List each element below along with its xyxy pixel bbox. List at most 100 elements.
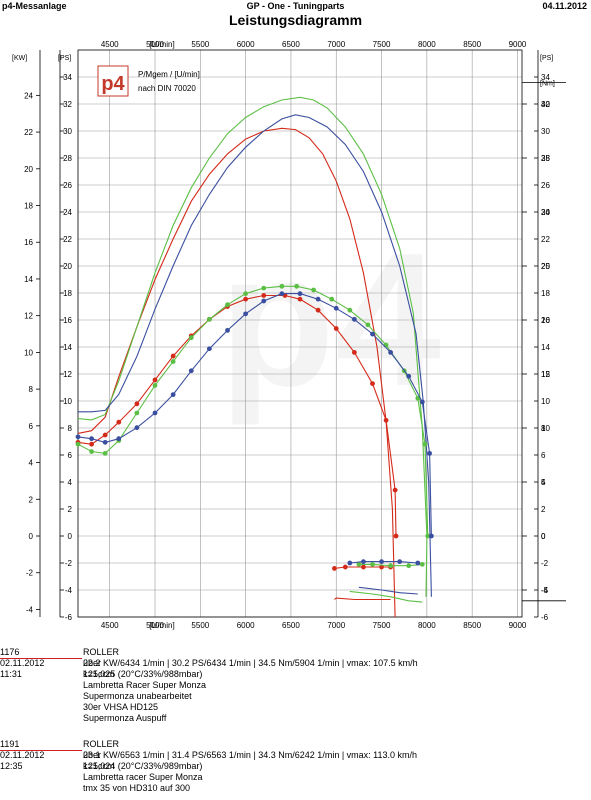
series-point-blue (406, 373, 412, 379)
series-point-green (152, 383, 158, 388)
run-divider (0, 750, 82, 751)
x-tick-label-bottom: 9000 (509, 621, 527, 630)
page-title: Leistungsdiagramm (228, 12, 363, 28)
ps-tick-label-right: 8 (541, 424, 546, 433)
ps-tick-label-left: 16 (63, 316, 72, 325)
series-point-blue (102, 439, 108, 445)
x-tick-label-top: 5000 (146, 40, 164, 49)
x-tick-label-top: 9000 (509, 40, 527, 49)
series-point-red (170, 353, 176, 359)
series-point-blue (370, 331, 375, 337)
ps-tick-label-left: -6 (65, 613, 73, 622)
kw-tick-label: 2 (29, 495, 34, 504)
series-point-green (294, 283, 300, 289)
ps-tick-label-right: 22 (541, 235, 550, 244)
series-point-red (102, 432, 108, 438)
kw-tick-label: 20 (24, 165, 33, 174)
kw-tick-label: 24 (24, 91, 33, 100)
series-point-blue (75, 434, 81, 440)
kw-tick-label: 10 (24, 348, 33, 357)
kw-tick-label: 16 (24, 238, 33, 247)
series-point-red (261, 293, 267, 298)
series-point-blue (428, 533, 434, 539)
kw-tick-label: 6 (29, 422, 34, 431)
series-point-blue (419, 399, 425, 405)
series-point-green (188, 335, 194, 341)
series-point-blue (206, 346, 212, 352)
ps-tick-label-left: 28 (63, 154, 72, 163)
x-tick-label-bottom: 6500 (282, 621, 300, 630)
run-line: Lambretta Racer Super Monza (83, 680, 207, 690)
run-line: 30er VHSA HD125 (83, 702, 159, 712)
x-tick-label-bottom: 5500 (191, 621, 209, 630)
run-label: ROLLER über 125ccm (83, 739, 120, 771)
series-point-blue (225, 327, 230, 333)
series-point-blue (361, 559, 366, 565)
x-tick-label-top: 8000 (418, 40, 436, 49)
series-point-green (425, 533, 431, 539)
nm-tick-label: 20 (541, 316, 550, 325)
series-point-blue (333, 305, 339, 311)
series-point-red (361, 564, 366, 570)
series-point-green (279, 283, 285, 289)
x-tick-label-top: 6000 (237, 40, 255, 49)
series-point-red (243, 296, 249, 302)
series-point-red (89, 441, 94, 447)
series-point-red (333, 326, 339, 331)
run-line: Supermonza unabearbeitet (83, 691, 192, 701)
ps-tick-label-left: 4 (68, 478, 73, 487)
series-point-blue (397, 559, 403, 565)
nm-axis-label: [Nm] (540, 80, 555, 87)
run-datetime: 02.11.2012 12:35 (0, 750, 45, 771)
x-tick-label-bottom: 6000 (237, 621, 255, 630)
x-tick-label-bottom: 7000 (327, 621, 345, 630)
series-point-blue (243, 311, 249, 317)
series-point-blue (388, 350, 394, 355)
series-point-blue (297, 291, 303, 297)
series-point-blue (170, 392, 176, 398)
kw-tick-label: 14 (24, 275, 33, 284)
ps-tick-label-right: 12 (541, 370, 550, 379)
series-point-green (406, 563, 412, 569)
ps-tick-label-left: 8 (68, 424, 73, 433)
run-line: k=1,024 (20°C/33%/989mbar) (83, 761, 203, 771)
ps-tick-label-left: 14 (63, 343, 72, 352)
x-axis-label-bottom: [U/min] (149, 621, 174, 630)
kw-axis-label: [KW] (12, 55, 27, 62)
series-line-red-torque_nm (334, 597, 391, 601)
series-point-green (75, 441, 81, 447)
series-line-blue-power_ps (78, 114, 432, 597)
series-point-blue (188, 368, 194, 374)
series-point-green (225, 302, 230, 308)
x-tick-label-bottom: 7500 (373, 621, 391, 630)
series-line-green-power_ps (77, 96, 428, 597)
series-point-red (315, 307, 321, 313)
series-point-green (347, 307, 353, 313)
ps-tick-label-left: 2 (68, 505, 73, 514)
nm-tick-label: 25 (541, 262, 550, 271)
ps-tick-label-left: 18 (63, 289, 72, 298)
ps-tick-label-left: 12 (63, 370, 72, 379)
nm-tick-label: 40 (541, 100, 550, 109)
ps-tick-label-left: 22 (63, 235, 72, 244)
ps-tick-label-left: 30 (63, 127, 72, 136)
nm-tick-label: 15 (541, 370, 550, 379)
header-center: GP - One - Tuningparts (246, 1, 345, 11)
legend-line-2: nach DIN 70020 (138, 84, 196, 93)
ps-tick-label-right: 0 (541, 532, 546, 541)
series-point-red (342, 564, 348, 570)
run-id: 1191 (0, 739, 20, 749)
ps-tick-label-right: 20 (541, 262, 550, 271)
series-point-blue (315, 296, 321, 302)
run-line: Lambretta racer Super Monza (83, 772, 203, 782)
header-left: p4-Messanlage (2, 1, 67, 11)
ps-tick-label-right: 28 (541, 154, 550, 163)
nm-tick-label: 5 (541, 478, 546, 487)
series-point-blue (379, 559, 384, 565)
ps-tick-label-right: -4 (541, 586, 549, 595)
x-tick-label-bottom: 8500 (463, 621, 481, 630)
run-results: 22.2 KW/6434 1/min | 30.2 PS/6434 1/min … (83, 658, 418, 668)
ps-tick-label-right: 30 (541, 127, 550, 136)
run-line: Supermonza Auspuff (83, 713, 167, 723)
x-tick-label-top: 7000 (327, 40, 345, 49)
